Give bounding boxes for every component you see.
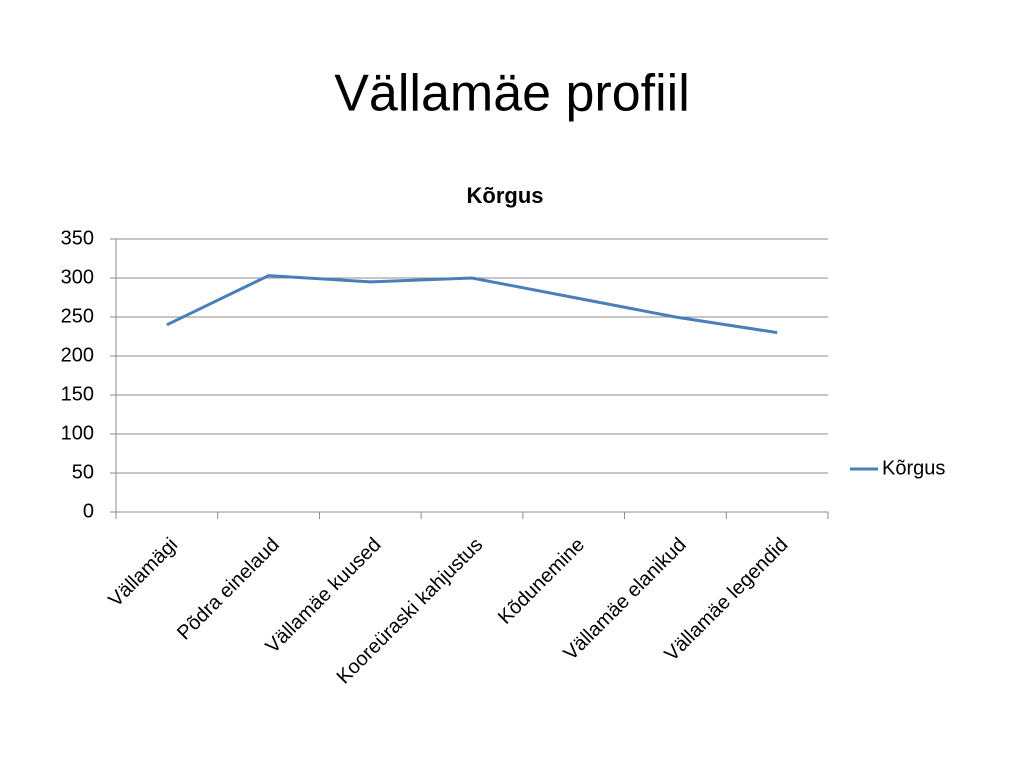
x-tick-label: Vällamägi	[104, 534, 182, 612]
y-tick-label: 350	[61, 227, 94, 249]
x-tick-label: Kõdunemine	[494, 534, 589, 629]
y-tick-label: 150	[61, 383, 94, 405]
line-series	[166, 274, 778, 335]
y-tick-label: 0	[83, 500, 94, 522]
y-tick-label: 200	[61, 344, 94, 366]
x-tick-label: Põdra einelaud	[173, 534, 284, 645]
legend-label: Kõrgus	[882, 457, 945, 479]
y-tick-label: 100	[61, 422, 94, 444]
y-tick-label: 250	[61, 305, 94, 327]
y-tick-label: 50	[72, 461, 94, 483]
chart-title: Kõrgus	[467, 183, 544, 208]
y-tick-label: 300	[61, 266, 94, 288]
slide-title: Vällamäe profiil	[334, 65, 690, 123]
